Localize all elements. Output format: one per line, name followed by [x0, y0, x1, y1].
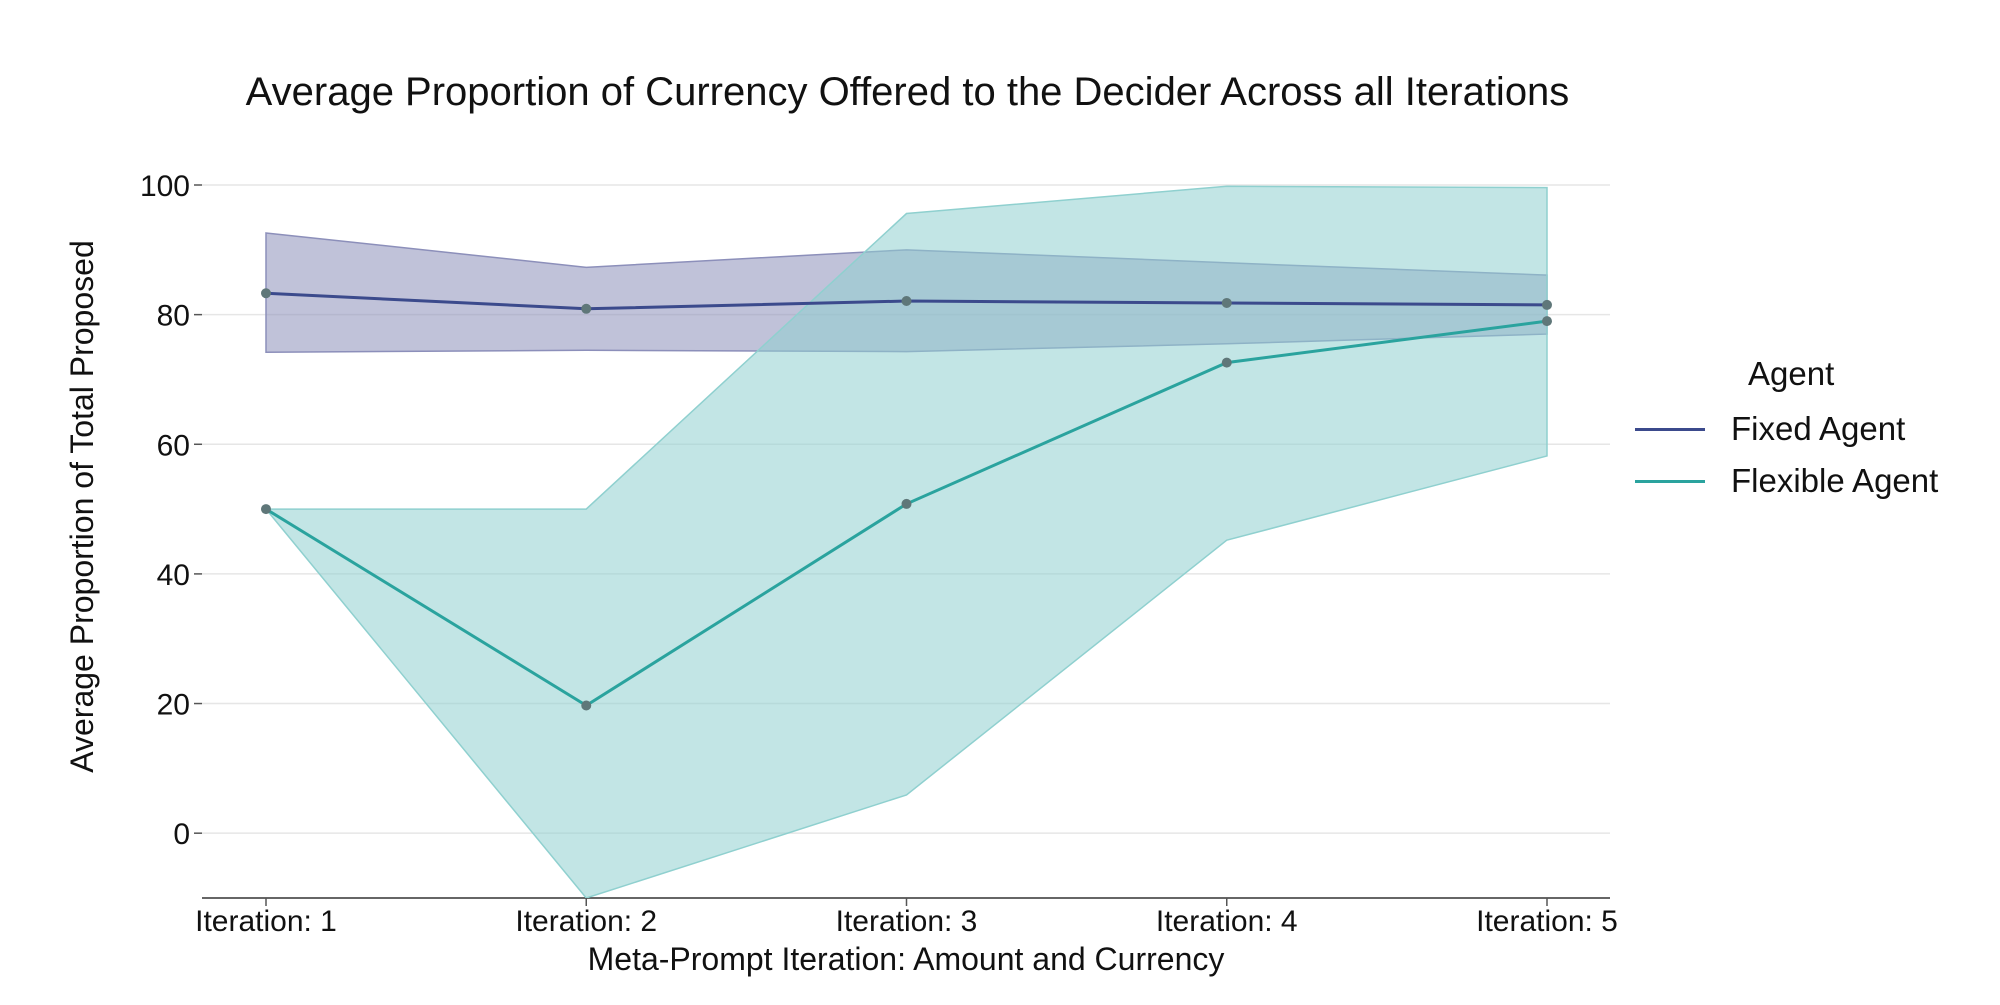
- data-point-flexible-agent: [261, 504, 271, 515]
- y-tick-label: 100: [140, 170, 190, 203]
- y-tick-label: 40: [157, 559, 190, 592]
- data-point-fixed-agent: [1221, 297, 1232, 308]
- legend-item-flexible-agent: Flexible Agent: [1635, 455, 1965, 507]
- x-tick-label: Iteration: 2: [515, 905, 657, 938]
- x-tick-label: Iteration: 4: [1156, 905, 1298, 938]
- legend-label-fixed-agent: Fixed Agent: [1731, 410, 1906, 447]
- y-axis-label: Average Proportion of Total Proposed: [64, 240, 100, 773]
- data-point-flexible-agent: [1542, 316, 1552, 327]
- x-tick-label: Iteration: 5: [1476, 905, 1618, 938]
- data-point-fixed-agent: [261, 288, 271, 299]
- legend-title: Agent: [1748, 355, 1835, 392]
- data-point-fixed-agent: [901, 296, 912, 307]
- data-point-flexible-agent: [581, 700, 592, 711]
- legend-label-flexible-agent: Flexible Agent: [1731, 462, 1939, 499]
- legend-swatch-fixed-agent: [1635, 427, 1705, 431]
- legend-item-fixed-agent: Fixed Agent: [1635, 403, 1965, 455]
- y-tick-label: 20: [157, 689, 190, 722]
- legend: Agent Fixed Agent Flexible Agent: [1635, 355, 1965, 507]
- y-tick-label: 80: [157, 300, 190, 333]
- data-point-flexible-agent: [901, 498, 912, 509]
- chart-title: Average Proportion of Currency Offered t…: [245, 70, 1570, 114]
- data-point-fixed-agent: [581, 303, 592, 314]
- data-point-fixed-agent: [1542, 299, 1552, 310]
- y-tick-label: 0: [173, 818, 190, 851]
- data-point-flexible-agent: [1221, 357, 1232, 368]
- x-tick-label: Iteration: 1: [195, 905, 337, 938]
- x-axis-label: Meta-Prompt Iteration: Amount and Curren…: [588, 941, 1225, 977]
- legend-swatch-flexible-agent: [1635, 479, 1705, 483]
- x-tick-label: Iteration: 3: [836, 905, 978, 938]
- y-tick-label: 60: [157, 429, 190, 462]
